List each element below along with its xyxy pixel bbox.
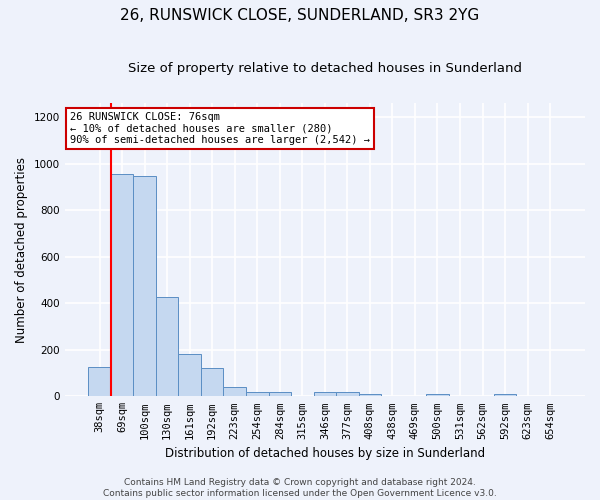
Bar (494, 394, 516, 396)
Bar (223, 386, 246, 396)
Bar (359, 394, 381, 396)
Text: 26 RUNSWICK CLOSE: 76sqm
← 10% of detached houses are smaller (280)
90% of semi-: 26 RUNSWICK CLOSE: 76sqm ← 10% of detach… (70, 112, 370, 145)
Title: Size of property relative to detached houses in Sunderland: Size of property relative to detached ho… (128, 62, 522, 76)
Bar (269, 392, 291, 396)
Bar (336, 392, 359, 396)
Bar (156, 296, 178, 396)
Bar (178, 354, 201, 397)
Bar (133, 176, 156, 396)
Bar (111, 174, 133, 396)
Text: Contains HM Land Registry data © Crown copyright and database right 2024.
Contai: Contains HM Land Registry data © Crown c… (103, 478, 497, 498)
Bar (426, 394, 449, 396)
X-axis label: Distribution of detached houses by size in Sunderland: Distribution of detached houses by size … (165, 447, 485, 460)
Text: 26, RUNSWICK CLOSE, SUNDERLAND, SR3 2YG: 26, RUNSWICK CLOSE, SUNDERLAND, SR3 2YG (121, 8, 479, 22)
Bar (88, 367, 111, 396)
Bar (201, 368, 223, 396)
Y-axis label: Number of detached properties: Number of detached properties (15, 156, 28, 342)
Bar (314, 392, 336, 396)
Bar (246, 392, 269, 396)
